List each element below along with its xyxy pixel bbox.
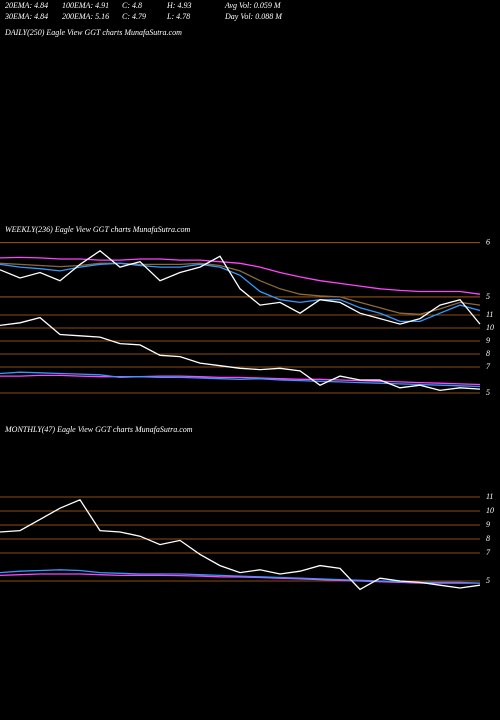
y-tick-label: 10 (486, 323, 494, 332)
y-tick-label: 7 (486, 362, 491, 371)
header-stat: Day Vol: 0.088 M (224, 12, 283, 21)
header-stat: 20EMA: 4.84 (5, 1, 48, 10)
y-tick-label: 9 (486, 520, 490, 529)
y-tick-label: 10 (486, 506, 494, 515)
header-stat: L: 4.78 (166, 12, 190, 21)
header-stat: 100EMA: 4.91 (62, 1, 109, 10)
y-tick-label: 9 (486, 336, 490, 345)
series-line (0, 249, 481, 325)
panel-title: WEEKLY(236) Eagle View GGT charts Munafa… (5, 225, 191, 234)
y-tick-label: 5 (486, 576, 490, 585)
series-line (0, 262, 481, 323)
series-line (0, 498, 481, 591)
y-tick-label: 11 (486, 310, 493, 319)
y-tick-label: 5 (486, 292, 490, 301)
panel-title: DAILY(250) Eagle View GGT charts MunafaS… (4, 28, 182, 37)
y-tick-label: 6 (486, 238, 490, 247)
header-stat: 200EMA: 5.16 (62, 12, 109, 21)
y-tick-label: 7 (486, 548, 491, 557)
series-line (0, 256, 481, 295)
series-line (0, 371, 481, 388)
panel-title: MONTHLY(47) Eagle View GGT charts Munafa… (4, 425, 193, 434)
header-stat: Avg Vol: 0.059 M (224, 1, 282, 10)
header-stat: 30EMA: 4.84 (4, 12, 48, 21)
series-line (0, 374, 481, 386)
series-line (0, 262, 481, 315)
header-stat: H: 4.93 (166, 1, 191, 10)
y-tick-label: 11 (486, 492, 493, 501)
y-tick-label: 8 (486, 349, 490, 358)
header-stat: C: 4.79 (122, 12, 146, 21)
header-stat: C: 4.8 (122, 1, 142, 10)
y-tick-label: 5 (486, 388, 490, 397)
y-tick-label: 8 (486, 534, 490, 543)
series-line (0, 573, 480, 584)
series-line (0, 316, 481, 392)
series-line (0, 569, 481, 584)
